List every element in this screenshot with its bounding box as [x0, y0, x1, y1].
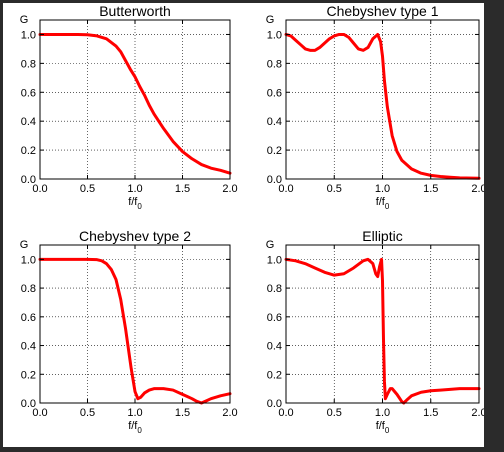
- x-tick-label: 2.0: [471, 407, 484, 419]
- y-tick-label: 0.4: [21, 341, 36, 353]
- y-tick-label: 1.0: [21, 29, 36, 41]
- y-tick-label: 0.8: [267, 283, 282, 295]
- x-tick-label: 1.0: [127, 183, 142, 195]
- x-tick-label: 1.5: [175, 183, 190, 195]
- x-axis-label: f/f0: [376, 420, 390, 435]
- y-tick-label: 0.4: [21, 116, 36, 128]
- x-tick-label: 0.0: [32, 183, 47, 195]
- x-tick-label: 0.5: [80, 183, 95, 195]
- x-tick-label: 1.5: [175, 407, 190, 419]
- y-tick-label: 0.8: [21, 58, 36, 70]
- y-tick-label: 0.6: [267, 312, 282, 324]
- y-axis-label: G: [266, 239, 275, 251]
- y-axis-label: G: [20, 14, 29, 26]
- y-tick-label: 0.0: [267, 398, 282, 410]
- y-tick-label: 0.6: [21, 312, 36, 324]
- y-tick-label: 0.8: [267, 58, 282, 70]
- x-tick-label: 1.5: [423, 183, 438, 195]
- series-line: [38, 32, 232, 175]
- series-line: [284, 32, 481, 180]
- y-tick-label: 0.2: [21, 145, 36, 157]
- series-line: [38, 257, 232, 405]
- chart-title: Chebyshev type 2: [79, 228, 191, 244]
- y-tick-label: 1.0: [21, 254, 36, 266]
- chart-panel-3: 0.0 0.5 1.0 1.5 2.0 0.0 0.2 0.4 0.6 0.8 1.0 Chebysh…: [20, 228, 238, 435]
- y-axis-label: G: [266, 14, 275, 26]
- y-tick-label: 0.6: [21, 87, 36, 99]
- chart-panel-1: 0.0 0.5 1.0 1.5 2.0 0.0 0.2 0.4 0.6 0.8 1.0 Butterw…: [20, 3, 238, 211]
- figure-canvas: 0.0 0.5 1.0 1.5 2.0 0.0 0.2 0.4 0.6 0.8 1.0 Butterw…: [3, 3, 484, 447]
- x-tick-label: 1.0: [375, 183, 390, 195]
- series-line: [284, 257, 481, 405]
- y-tick-label: 0.4: [267, 116, 282, 128]
- x-tick-label: 2.0: [471, 183, 484, 195]
- x-axis-label: f/f0: [128, 420, 142, 435]
- x-tick-label: 0.0: [278, 407, 293, 419]
- x-tick-label: 1.0: [375, 407, 390, 419]
- y-tick-label: 0.2: [267, 369, 282, 381]
- y-axis-label: G: [20, 239, 29, 251]
- y-tick-label: 0.2: [21, 369, 36, 381]
- y-tick-label: 0.4: [267, 341, 282, 353]
- y-tick-label: 0.0: [21, 398, 36, 410]
- chart-panel-4: 0.0 0.5 1.0 1.5 2.0 0.0 0.2 0.4 0.6 0.8 1.0 Ellipti…: [266, 228, 484, 435]
- x-axis-label: f/f0: [128, 196, 142, 211]
- y-tick-label: 0.6: [267, 87, 282, 99]
- x-axis-label: f/f0: [376, 196, 390, 211]
- chart-title: Chebyshev type 1: [326, 3, 438, 19]
- chart-title: Elliptic: [362, 228, 402, 244]
- filter-response-charts: 0.0 0.5 1.0 1.5 2.0 0.0 0.2 0.4 0.6 0.8 1.0 Butterw…: [20, 3, 484, 435]
- y-tick-label: 0.2: [267, 145, 282, 157]
- x-tick-label: 0.5: [80, 407, 95, 419]
- x-tick-label: 0.0: [278, 183, 293, 195]
- y-tick-label: 0.0: [21, 174, 36, 186]
- x-tick-label: 2.0: [222, 407, 237, 419]
- x-tick-label: 1.0: [127, 407, 142, 419]
- x-tick-label: 2.0: [222, 183, 237, 195]
- x-tick-label: 0.5: [327, 407, 342, 419]
- y-tick-label: 0.8: [21, 283, 36, 295]
- y-tick-label: 1.0: [267, 29, 282, 41]
- y-tick-label: 0.0: [267, 174, 282, 186]
- chart-panel-2: 0.0 0.5 1.0 1.5 2.0 0.0 0.2 0.4 0.6 0.8 1.0 Chebysh…: [266, 3, 484, 211]
- chart-title: Butterworth: [99, 3, 171, 19]
- x-tick-label: 1.5: [423, 407, 438, 419]
- y-tick-label: 1.0: [267, 254, 282, 266]
- x-tick-label: 0.5: [327, 183, 342, 195]
- x-tick-label: 0.0: [32, 407, 47, 419]
